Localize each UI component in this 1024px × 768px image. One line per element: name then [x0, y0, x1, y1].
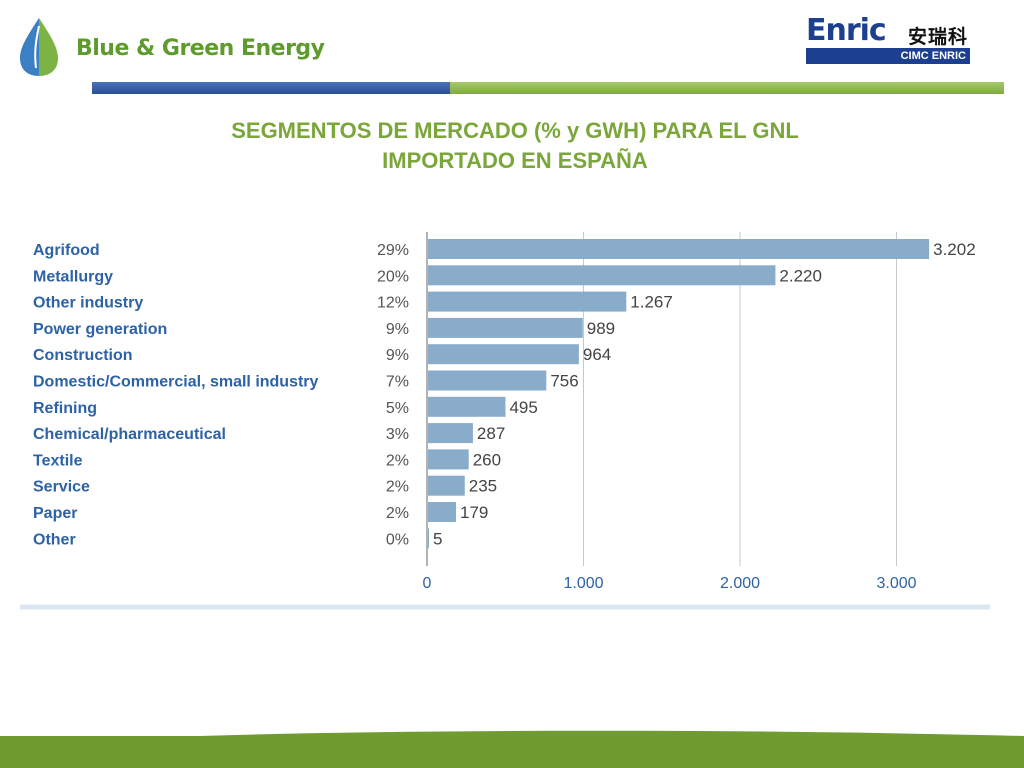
value-label: 179	[460, 503, 488, 522]
slide-title-line-2: IMPORTADO EN ESPAÑA	[382, 148, 648, 173]
x-tick-label: 2.000	[720, 575, 760, 592]
bar	[428, 265, 776, 286]
percent-label: 2%	[386, 505, 409, 522]
category-label: Other industry	[33, 295, 143, 312]
partner-logo: Enric 安瑞科 CIMC ENRIC	[806, 16, 970, 64]
brand-name: Blue & Green Energy	[76, 36, 325, 61]
percent-label: 9%	[386, 347, 409, 364]
value-label: 495	[509, 398, 537, 417]
value-label: 2.220	[779, 266, 822, 285]
percent-label: 2%	[386, 452, 409, 469]
bar	[428, 423, 473, 444]
footer-band	[0, 736, 1024, 768]
percent-label: 29%	[377, 242, 409, 259]
value-label: 260	[473, 450, 501, 469]
bar	[428, 396, 506, 417]
percent-label: 7%	[386, 374, 409, 391]
bar	[428, 528, 429, 549]
header-rule-blue	[92, 82, 450, 94]
x-tick-label: 1.000	[563, 575, 603, 592]
bar	[428, 475, 465, 496]
partner-logo-bar	[806, 48, 970, 64]
category-label: Construction	[33, 347, 133, 364]
category-label: Service	[33, 479, 90, 496]
bar	[428, 317, 583, 338]
x-tick-label: 3.000	[876, 575, 916, 592]
water-drop-leaf-icon	[20, 18, 58, 76]
category-label: Chemical/pharmaceutical	[33, 426, 226, 443]
category-label: Metallurgy	[33, 268, 113, 285]
value-label: 964	[583, 345, 611, 364]
percent-label: 0%	[386, 531, 409, 548]
partner-chinese-name: 安瑞科	[908, 26, 969, 48]
category-label: Agrifood	[33, 242, 100, 259]
category-label: Other	[33, 531, 76, 548]
header-rule-green	[450, 82, 1004, 94]
value-label: 989	[587, 319, 615, 338]
value-label: 1.267	[630, 293, 673, 312]
x-tick-label: 0	[423, 575, 432, 592]
category-label: Textile	[33, 452, 83, 469]
percent-label: 2%	[386, 479, 409, 496]
slide-title: SEGMENTOS DE MERCADO (% y GWH) PARA EL G…	[100, 116, 930, 176]
percent-label: 3%	[386, 426, 409, 443]
value-label: 3.202	[933, 240, 976, 259]
bar	[428, 344, 579, 365]
category-label: Refining	[33, 400, 97, 417]
partner-subline: CIMC ENRIC	[900, 50, 966, 62]
partner-wordmark: Enric	[806, 13, 887, 48]
value-label: 756	[550, 372, 578, 391]
category-label: Paper	[33, 505, 77, 522]
bar	[428, 449, 469, 470]
category-label: Power generation	[33, 321, 167, 338]
value-label: 287	[477, 424, 505, 443]
value-label: 5	[433, 529, 442, 548]
bar	[428, 370, 547, 391]
percent-label: 5%	[386, 400, 409, 417]
percent-label: 20%	[377, 268, 409, 285]
value-label: 235	[469, 477, 497, 496]
slide-title-line-1: SEGMENTOS DE MERCADO (% y GWH) PARA EL G…	[231, 118, 799, 143]
percent-label: 12%	[377, 295, 409, 312]
bar	[428, 239, 930, 259]
category-label: Domestic/Commercial, small industry	[33, 374, 319, 391]
bar	[428, 291, 627, 312]
percent-label: 9%	[386, 321, 409, 338]
bar	[428, 502, 457, 522]
